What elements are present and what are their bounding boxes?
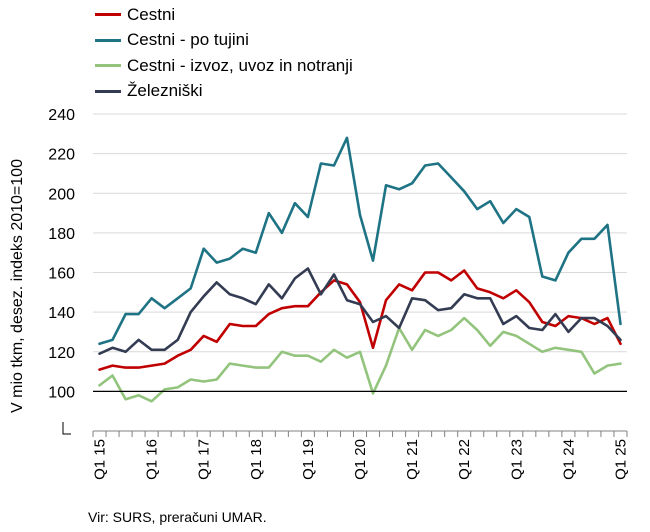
legend-swatch — [95, 89, 121, 93]
legend-label: Cestni - po tujini — [127, 30, 249, 50]
x-tick-label: Q1 23 — [508, 439, 525, 480]
x-tick-label: Q1 16 — [144, 439, 161, 480]
y-tick-label: 160 — [48, 266, 75, 283]
series-line-0 — [98, 269, 622, 371]
legend-label: Cestni — [127, 4, 176, 24]
y-tick-label: 100 — [48, 384, 75, 401]
series-line-1 — [98, 136, 622, 346]
x-tick-label: Q1 20 — [352, 439, 369, 480]
y-tick-label: 220 — [48, 147, 75, 164]
axis-break-mark — [62, 422, 71, 435]
series-lines — [98, 136, 622, 403]
x-tick-label: Q1 19 — [300, 439, 317, 480]
gridlines — [93, 113, 627, 392]
legend-swatch — [95, 64, 121, 68]
x-tick-label: Q1 17 — [196, 439, 213, 480]
source-note: Vir: SURS, preračuni UMAR. — [88, 509, 267, 525]
y-tick-label: 240 — [48, 107, 75, 124]
legend-swatch — [95, 38, 121, 42]
y-tick-label: 200 — [48, 186, 75, 203]
x-tick-label: Q1 24 — [560, 439, 577, 480]
legend-item-1: Cestni - po tujini — [95, 28, 353, 54]
x-tick-label: Q1 25 — [612, 439, 629, 480]
legend-item-2: Cestni - izvoz, uvoz in notranji — [95, 53, 353, 79]
legend-label: Cestni - izvoz, uvoz in notranji — [127, 55, 353, 75]
x-tick-label: Q1 18 — [248, 439, 265, 480]
x-tick-label: Q1 15 — [92, 439, 109, 480]
y-tick-label: 140 — [48, 305, 75, 322]
x-tick-label: Q1 22 — [456, 439, 473, 480]
x-tick-label: Q1 21 — [404, 439, 421, 480]
legend: Cestni Cestni - po tujini Cestni - izvoz, … — [95, 2, 353, 104]
legend-label: Železniški — [127, 81, 203, 101]
y-tick-label: 180 — [48, 226, 75, 243]
x-axis: Q1 15 Q1 16 Q1 17 Q1 18 Q1 19 Q1 20 Q1 21 Q1 22… — [92, 430, 629, 480]
y-axis: 100 120 140 160 180 200 220 240 — [48, 107, 75, 435]
legend-swatch — [95, 13, 121, 17]
legend-item-3: Železniški — [95, 79, 353, 105]
series-line-3 — [98, 267, 622, 356]
y-tick-label: 120 — [48, 345, 75, 362]
legend-item-0: Cestni — [95, 2, 353, 28]
y-axis-label: V mio tkm, desez. indeks 2010=100 — [9, 159, 26, 413]
series-line-2 — [98, 316, 622, 403]
